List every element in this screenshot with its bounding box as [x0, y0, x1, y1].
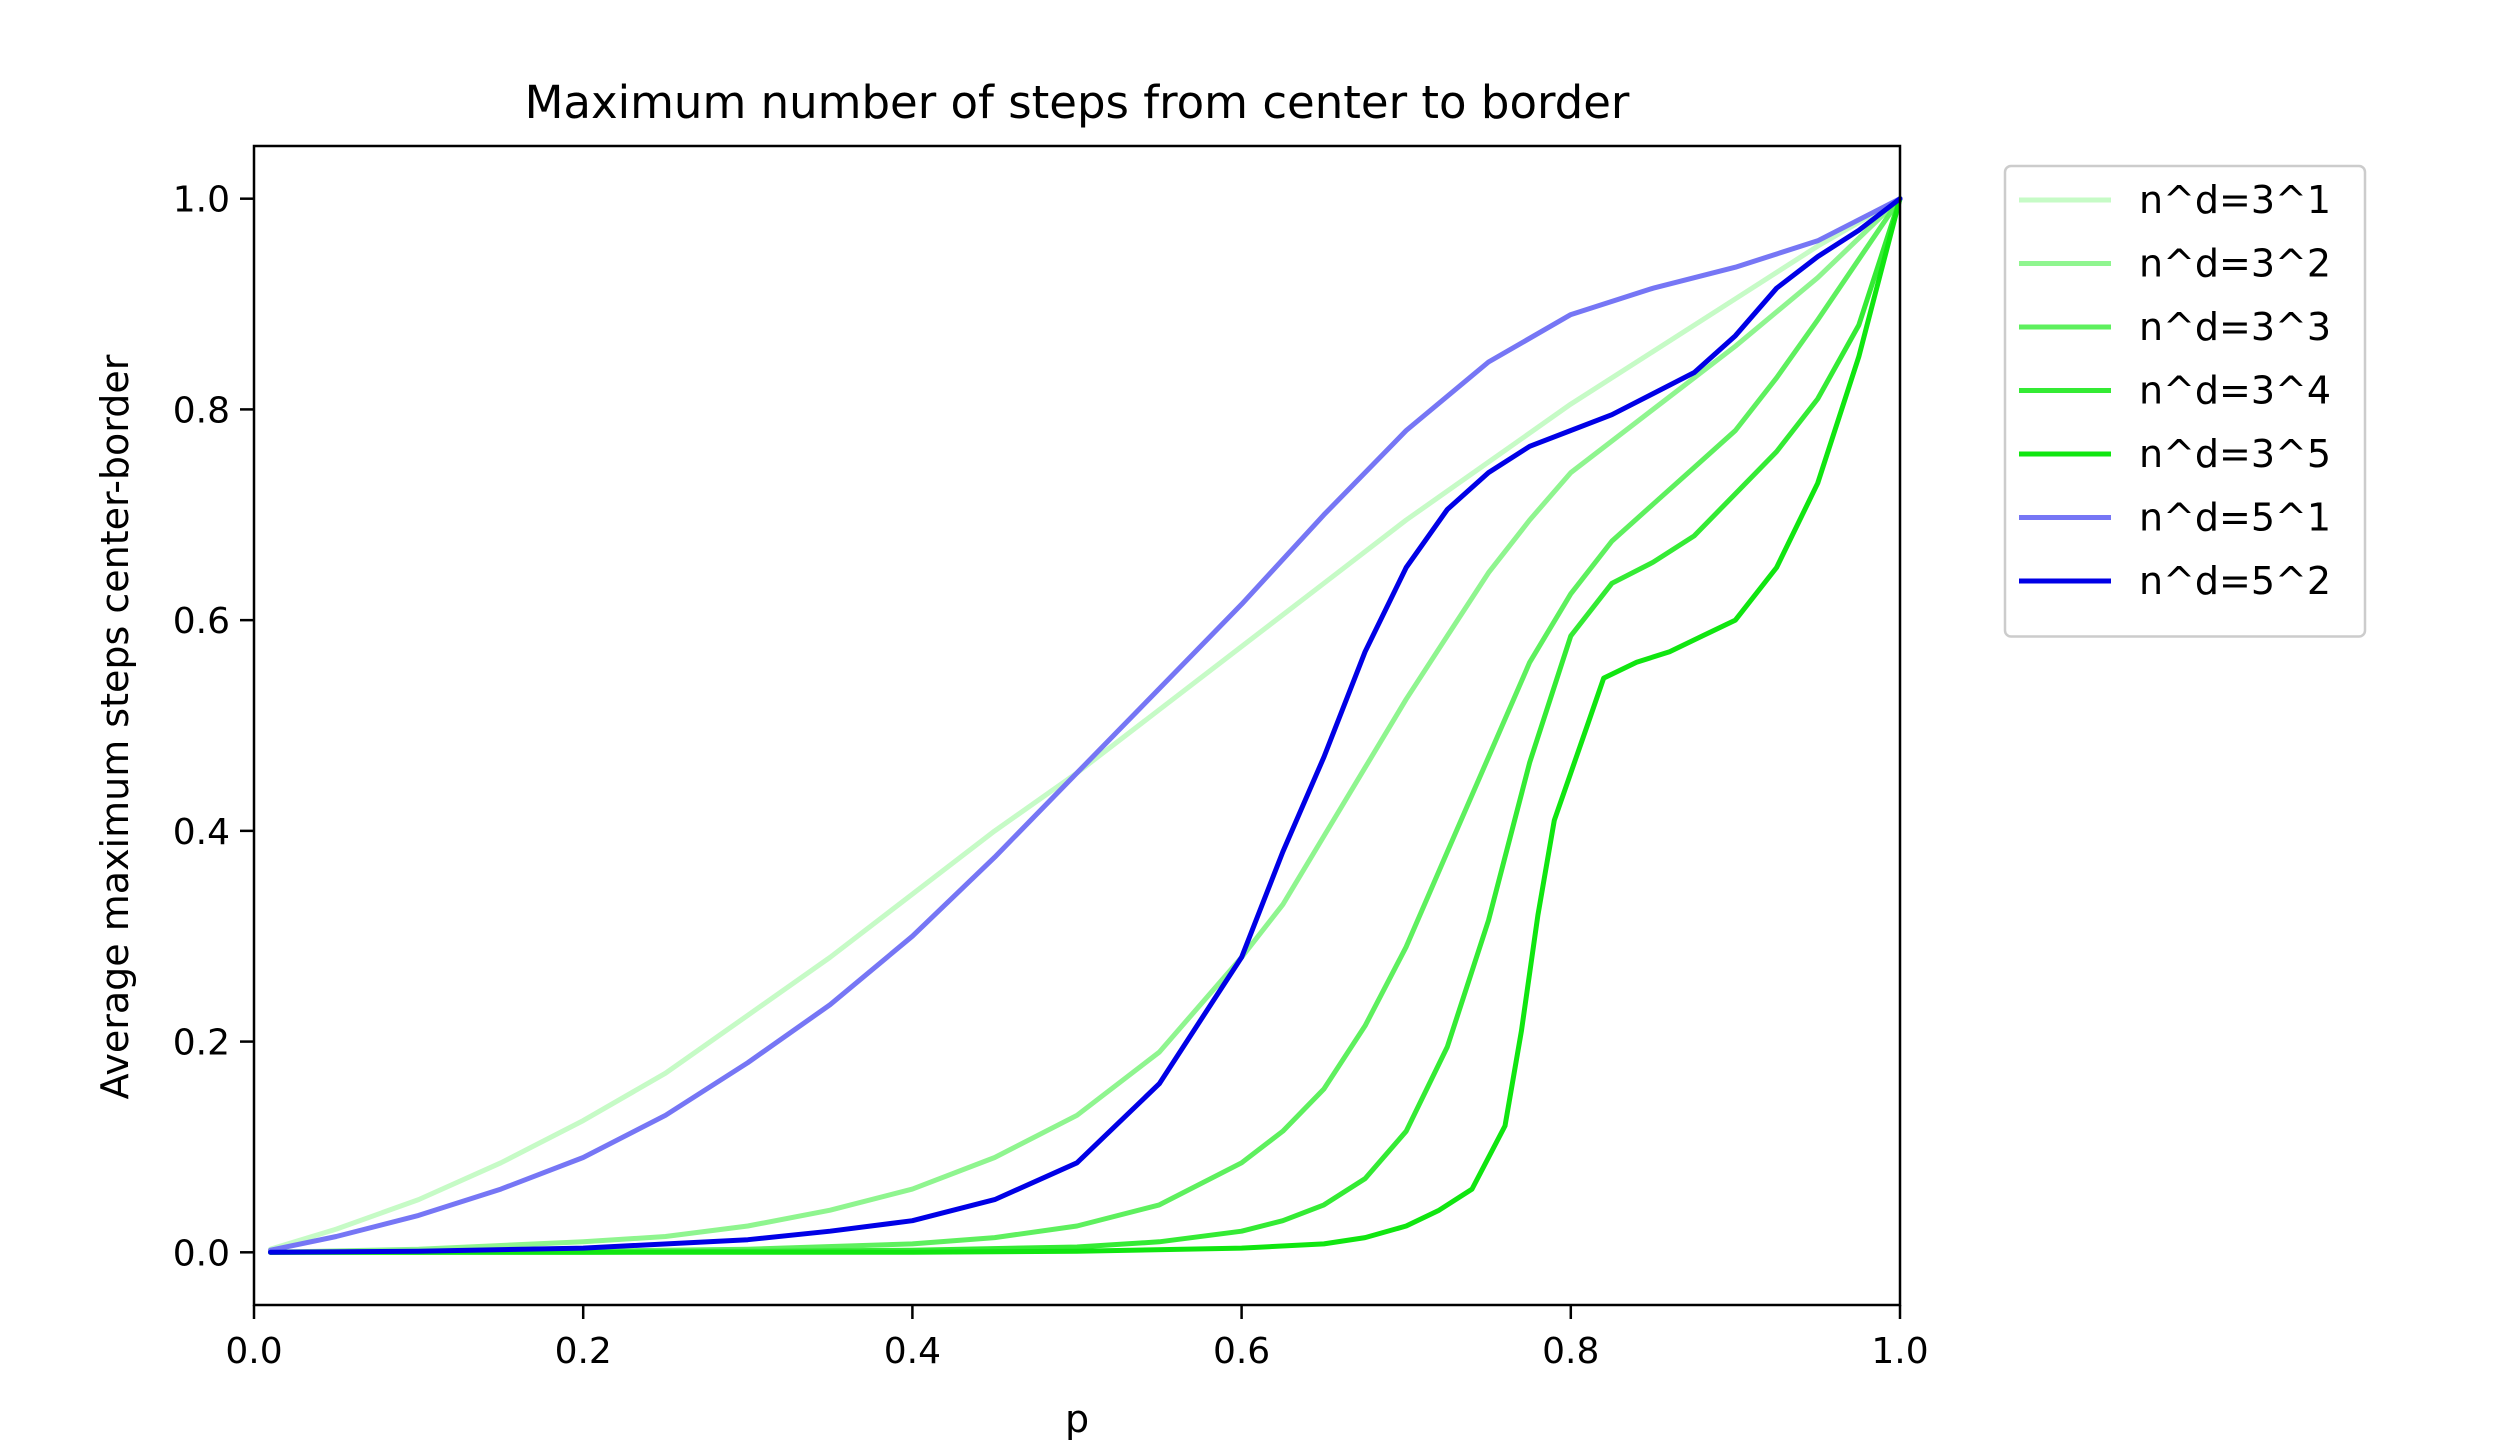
y-tick-label: 0.0	[173, 1233, 230, 1274]
series-line-7	[268, 196, 1903, 1255]
legend-label-1: n^d=3^1	[2139, 178, 2331, 222]
legend-label-4: n^d=3^4	[2139, 369, 2331, 413]
y-tick-label: 0.2	[173, 1023, 230, 1064]
plot-frame	[252, 144, 1902, 1307]
legend-label-3: n^d=3^3	[2139, 305, 2331, 349]
legend: n^d=3^1 n^d=3^2 n^d=3^3 n^d=3^4 n^d=3^5 n^d=5…	[2003, 164, 2367, 638]
y-tick-label: 0.8	[173, 390, 230, 431]
axes: 0.0 0.2 0.4 0.6 0.8 1.0 0.0 0.2 0.4 0.6 0.8 1.0	[173, 144, 1929, 1372]
x-tick-label: 0.6	[1213, 1331, 1270, 1372]
chart-title: Maximum number of steps from center to b…	[525, 76, 1630, 129]
y-tick-label: 0.4	[173, 812, 230, 853]
x-tick-label: 0.4	[884, 1331, 941, 1372]
legend-label-2: n^d=3^2	[2139, 242, 2331, 286]
legend-label-6: n^d=5^1	[2139, 496, 2331, 540]
y-tick-label: 1.0	[173, 180, 230, 221]
series-line-3	[268, 196, 1903, 1255]
x-axis-label: p	[1065, 1397, 1089, 1440]
series-line-5	[268, 196, 1903, 1255]
y-tick-label: 0.6	[173, 601, 230, 642]
y-axis-label: Average maximum steps center-border	[93, 354, 137, 1099]
legend-label-5: n^d=3^5	[2139, 432, 2331, 476]
series-line-1	[268, 196, 1903, 1252]
x-tick-label: 0.2	[555, 1331, 612, 1372]
series-line-4	[268, 196, 1903, 1255]
series-line-2	[268, 196, 1903, 1255]
x-tick-label: 0.0	[225, 1331, 282, 1372]
x-tick-label: 0.8	[1542, 1331, 1599, 1372]
plot-area	[268, 196, 1903, 1255]
x-tick-label: 1.0	[1871, 1331, 1928, 1372]
legend-label-7: n^d=5^2	[2139, 559, 2331, 603]
series-line-6	[268, 196, 1903, 1253]
